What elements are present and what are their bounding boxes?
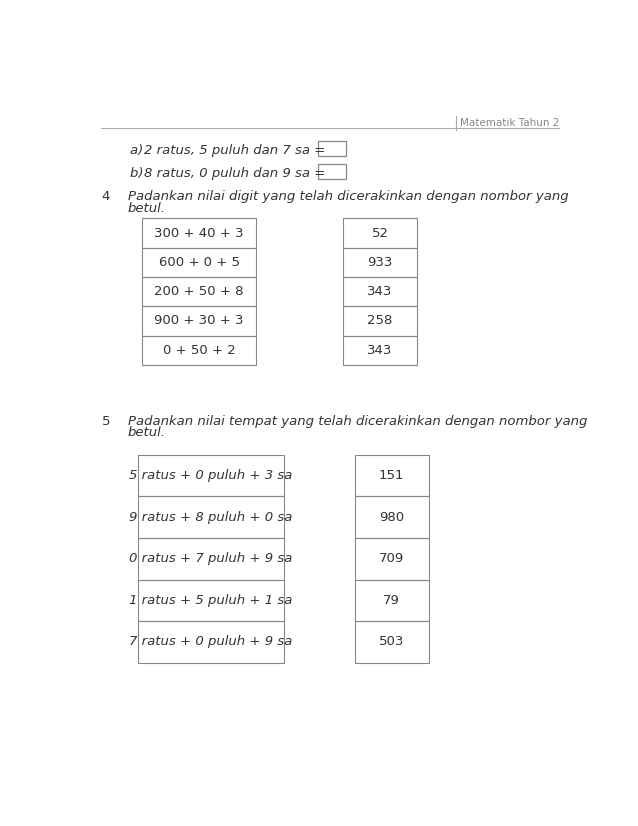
Bar (343, 335, 417, 365)
Bar (343, 277, 417, 306)
Bar (355, 455, 429, 496)
Bar (355, 538, 429, 580)
Bar (138, 580, 283, 621)
Text: 4: 4 (101, 190, 110, 203)
Bar (138, 621, 283, 662)
Text: 600 + 0 + 5: 600 + 0 + 5 (159, 256, 240, 268)
Text: 151: 151 (379, 469, 404, 482)
Bar (142, 277, 256, 306)
Text: 200 + 50 + 8: 200 + 50 + 8 (154, 285, 244, 298)
Bar (142, 218, 256, 248)
Bar (142, 306, 256, 335)
Bar (138, 496, 283, 538)
Text: 5: 5 (101, 415, 110, 428)
Text: b): b) (130, 167, 148, 180)
Text: 79: 79 (383, 594, 400, 607)
Text: 1 ratus + 5 puluh + 1 sa: 1 ratus + 5 puluh + 1 sa (129, 594, 292, 607)
Text: Matematik Tahun 2: Matematik Tahun 2 (459, 117, 559, 127)
Text: 0 ratus + 7 puluh + 9 sa: 0 ratus + 7 puluh + 9 sa (129, 553, 292, 565)
Bar (355, 621, 429, 662)
Bar (355, 496, 429, 538)
Bar (138, 538, 283, 580)
Text: betul.: betul. (128, 202, 166, 215)
Bar (318, 164, 346, 179)
Text: Padankan nilai digit yang telah dicerakinkan dengan nombor yang: Padankan nilai digit yang telah diceraki… (128, 190, 568, 203)
Text: 258: 258 (367, 315, 393, 327)
Text: 7 ratus + 0 puluh + 9 sa: 7 ratus + 0 puluh + 9 sa (129, 635, 292, 648)
Text: Padankan nilai tempat yang telah dicerakinkan dengan nombor yang: Padankan nilai tempat yang telah dicerak… (128, 415, 587, 428)
Text: 5 ratus + 0 puluh + 3 sa: 5 ratus + 0 puluh + 3 sa (129, 469, 292, 482)
Bar (343, 218, 417, 248)
Text: 8 ratus, 0 puluh dan 9 sa =: 8 ratus, 0 puluh dan 9 sa = (144, 167, 325, 180)
Bar (138, 455, 283, 496)
Text: 343: 343 (367, 344, 393, 357)
Text: 709: 709 (379, 553, 404, 565)
Bar (343, 306, 417, 335)
Text: 0 + 50 + 2: 0 + 50 + 2 (163, 344, 235, 357)
Text: 52: 52 (371, 226, 389, 240)
Bar (355, 580, 429, 621)
Text: a): a) (130, 144, 147, 157)
Text: 9 ratus + 8 puluh + 0 sa: 9 ratus + 8 puluh + 0 sa (129, 510, 292, 524)
Bar (343, 248, 417, 277)
Text: 503: 503 (379, 635, 404, 648)
Bar (142, 248, 256, 277)
Text: 300 + 40 + 3: 300 + 40 + 3 (154, 226, 244, 240)
Text: 343: 343 (367, 285, 393, 298)
Text: 2 ratus, 5 puluh dan 7 sa =: 2 ratus, 5 puluh dan 7 sa = (144, 144, 325, 157)
Bar (318, 140, 346, 156)
Text: 933: 933 (367, 256, 393, 268)
Text: 980: 980 (379, 510, 404, 524)
Text: betul.: betul. (128, 426, 166, 439)
Text: 900 + 30 + 3: 900 + 30 + 3 (154, 315, 244, 327)
Bar (142, 335, 256, 365)
